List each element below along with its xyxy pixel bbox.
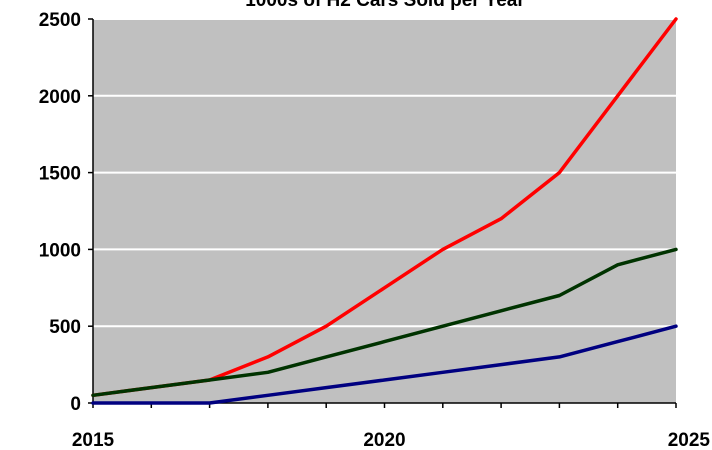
- x-tick-label-2020: 2020: [363, 430, 405, 450]
- series-line-3: [91, 324, 678, 405]
- y-tick-label-1000: 1000: [39, 240, 81, 261]
- y-tick-label-0: 0: [70, 394, 81, 415]
- x-tick-label-2015: 2015: [72, 430, 115, 450]
- series-group: [91, 17, 678, 405]
- grid: [93, 18, 676, 328]
- tick-labels: 0 500 1000 1500 2000 2500 2015 2020 2025: [39, 10, 711, 450]
- y-tick-label-2500: 2500: [39, 10, 81, 31]
- series-line-2: [91, 247, 678, 398]
- y-tick-label-2000: 2000: [39, 87, 81, 108]
- plot-area: [93, 19, 676, 403]
- y-tick-label-500: 500: [49, 317, 81, 338]
- x-tick-label-2025: 2025: [668, 430, 711, 450]
- y-tick-label-1500: 1500: [39, 164, 81, 185]
- chart-title: 1000s of H2 Cars Sold per Year: [245, 0, 525, 11]
